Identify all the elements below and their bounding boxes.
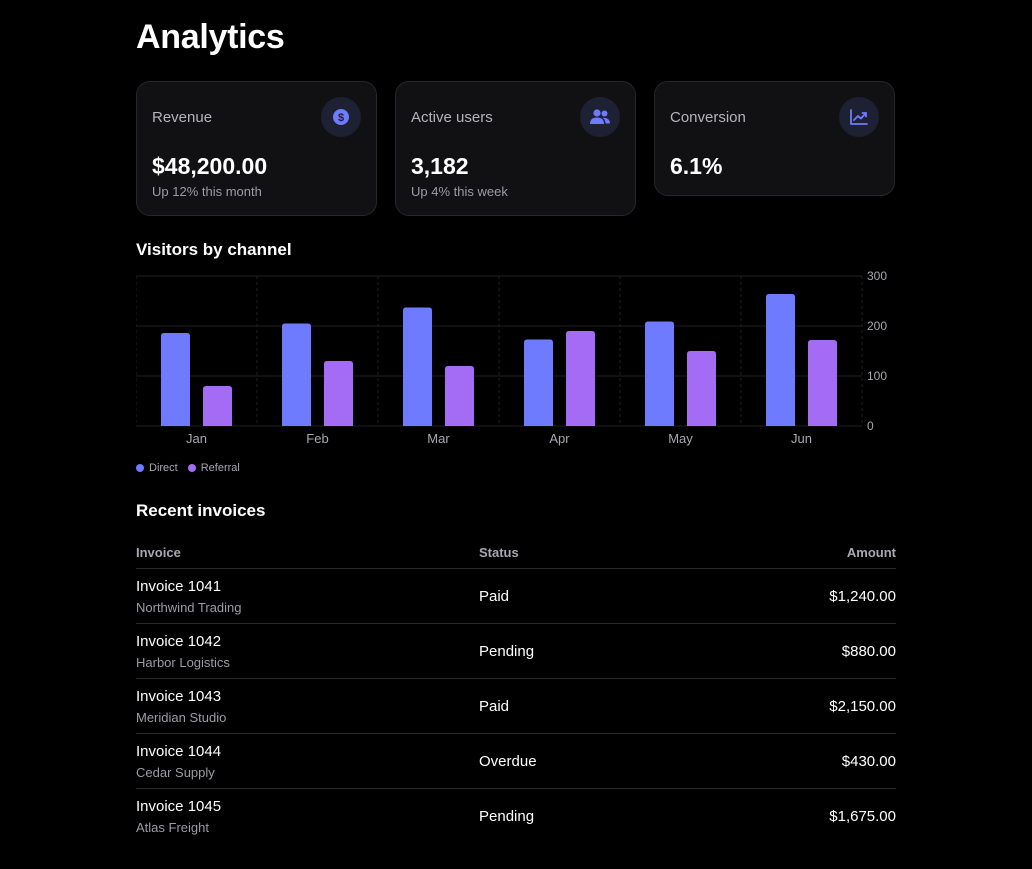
revenue-card[interactable]: Revenue $ $48,200.00 Up 12% this month xyxy=(136,81,377,216)
bar-direct-feb xyxy=(282,323,311,426)
chart-title: Visitors by channel xyxy=(136,240,292,259)
x-tick-label: Mar xyxy=(427,431,450,446)
y-tick-label: 200 xyxy=(867,319,887,333)
invoice-status: Pending xyxy=(479,808,535,825)
card-label: Revenue xyxy=(152,109,213,126)
card-value: 6.1% xyxy=(670,153,723,179)
invoices-title: Recent invoices xyxy=(136,501,266,520)
invoice-name: Invoice 1042 xyxy=(136,633,222,650)
trend-chart-icon xyxy=(839,97,879,137)
column-header-invoice[interactable]: Invoice xyxy=(136,545,181,560)
table-row[interactable]: Invoice 1041 Northwind Trading Paid $1,2… xyxy=(136,569,896,624)
invoice-amount: $880.00 xyxy=(841,643,896,660)
invoice-name: Invoice 1045 xyxy=(136,798,222,815)
invoice-status: Paid xyxy=(479,588,510,605)
dollar-icon: $ xyxy=(321,97,361,137)
visitors-bar-chart: 0 100 200 300 Jan Feb Mar Apr May Jun xyxy=(136,269,887,446)
x-tick-label: Feb xyxy=(306,431,328,446)
bar-referral-feb xyxy=(324,361,353,426)
card-subtext: Up 4% this week xyxy=(411,184,508,199)
bar-referral-apr xyxy=(566,331,595,426)
bar-direct-may xyxy=(645,321,674,426)
bar-direct-apr xyxy=(524,339,553,426)
bar-direct-jan xyxy=(161,333,190,426)
invoice-amount: $1,675.00 xyxy=(829,808,896,825)
y-tick-label: 300 xyxy=(867,269,887,283)
invoice-amount: $2,150.00 xyxy=(829,698,896,715)
page-title: Analytics xyxy=(136,18,285,56)
x-tick-label: Apr xyxy=(549,431,570,446)
table-row[interactable]: Invoice 1045 Atlas Freight Pending $1,67… xyxy=(136,789,896,843)
legend-item-direct[interactable]: Direct xyxy=(136,462,178,474)
bar-referral-jan xyxy=(203,386,232,426)
bar-referral-mar xyxy=(445,366,474,426)
bar-direct-jun xyxy=(766,294,795,426)
x-tick-label: Jun xyxy=(791,431,812,446)
invoice-status: Overdue xyxy=(479,753,537,770)
invoice-name: Invoice 1043 xyxy=(136,688,222,705)
invoice-amount: $1,240.00 xyxy=(829,588,896,605)
legend-label: Referral xyxy=(200,462,240,474)
table-row[interactable]: Invoice 1042 Harbor Logistics Pending $8… xyxy=(136,624,896,679)
card-value: $48,200.00 xyxy=(152,153,268,179)
card-subtext: Up 12% this month xyxy=(152,184,262,199)
invoice-client: Atlas Freight xyxy=(136,820,209,835)
y-tick-label: 100 xyxy=(867,369,887,383)
column-header-amount[interactable]: Amount xyxy=(846,545,896,560)
legend-label: Direct xyxy=(149,462,178,474)
users-icon xyxy=(580,97,620,137)
card-value: 3,182 xyxy=(411,153,469,179)
chart-legend: Direct Referral xyxy=(136,462,240,474)
svg-text:$: $ xyxy=(338,112,344,124)
column-header-status[interactable]: Status xyxy=(479,545,519,560)
bar-referral-may xyxy=(687,351,716,426)
kpi-cards: Revenue $ $48,200.00 Up 12% this month A… xyxy=(136,81,896,216)
x-tick-label: May xyxy=(668,431,693,446)
invoice-name: Invoice 1041 xyxy=(136,578,222,595)
conversion-card[interactable]: Conversion 6.1% xyxy=(654,81,895,196)
table-row[interactable]: Invoice 1044 Cedar Supply Overdue $430.0… xyxy=(136,734,896,789)
invoices-table: Invoice Status Amount Invoice 1041 North… xyxy=(136,540,896,843)
table-row[interactable]: Invoice 1043 Meridian Studio Paid $2,150… xyxy=(136,679,896,734)
y-tick-label: 0 xyxy=(867,419,874,433)
active-users-card[interactable]: Active users 3,182 Up 4% this week xyxy=(395,81,636,216)
table-header: Invoice Status Amount xyxy=(136,540,896,569)
invoice-client: Harbor Logistics xyxy=(136,655,230,670)
card-label: Conversion xyxy=(670,109,746,126)
invoice-client: Northwind Trading xyxy=(136,600,242,615)
invoice-status: Paid xyxy=(479,698,510,715)
bar-referral-jun xyxy=(808,340,837,426)
invoice-status: Pending xyxy=(479,643,535,660)
legend-item-referral[interactable]: Referral xyxy=(187,462,240,474)
invoice-client: Cedar Supply xyxy=(136,765,215,780)
card-label: Active users xyxy=(411,109,493,126)
invoice-name: Invoice 1044 xyxy=(136,743,222,760)
invoice-amount: $430.00 xyxy=(841,753,896,770)
legend-dot xyxy=(187,464,196,472)
invoice-client: Meridian Studio xyxy=(136,710,227,725)
legend-dot xyxy=(136,464,144,472)
x-tick-label: Jan xyxy=(186,431,207,446)
bar-direct-mar xyxy=(403,307,432,426)
